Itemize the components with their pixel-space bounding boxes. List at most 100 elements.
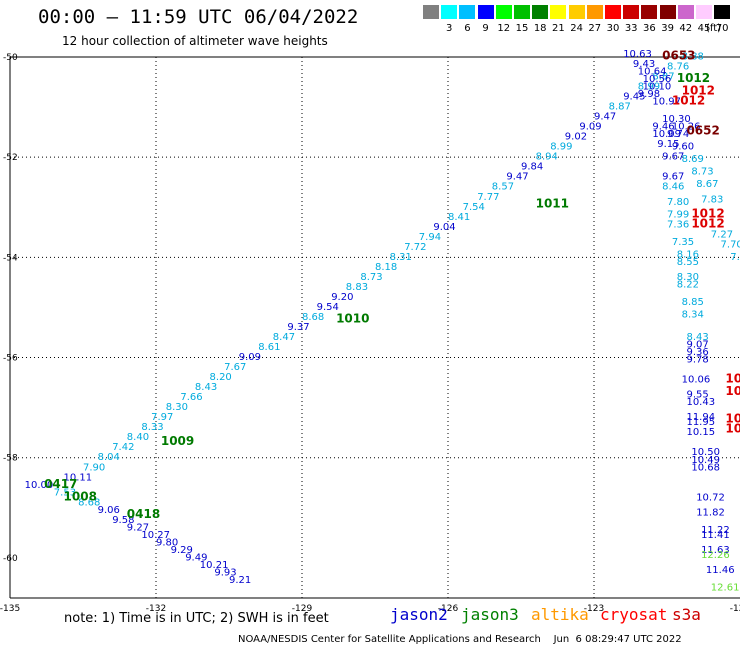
color-scale-label: 24	[570, 23, 583, 34]
wave-height-value: 9.54	[317, 302, 339, 313]
wave-height-value: 8.94	[536, 152, 558, 163]
wave-height-value: 11.94	[686, 412, 715, 423]
wave-height-value: 9.36	[686, 347, 708, 358]
wave-height-value: 9.37	[287, 322, 309, 333]
color-scale-label: 30	[606, 23, 620, 34]
wave-height-value: 9.47	[506, 172, 528, 183]
pass-id-label: 1011	[536, 196, 569, 210]
wave-height-value: 8.85	[682, 297, 704, 308]
wave-height-value: 8.18	[375, 262, 397, 273]
wave-height-value: 8.73	[360, 272, 382, 283]
wave-height-value: 9.20	[331, 292, 353, 303]
color-scale-label: 15	[515, 23, 529, 34]
wave-height-value: 10.06	[682, 375, 711, 386]
legend-altika: altika	[531, 605, 589, 624]
wave-height-value: 9.09	[579, 122, 601, 133]
wave-height-value: 8.43	[686, 332, 708, 343]
wave-height-value: 9.49	[185, 552, 207, 563]
wave-height-value: 8.34	[682, 309, 704, 320]
wave-height-value: 11.82	[696, 507, 725, 518]
pass-id-label: 1011	[725, 412, 740, 426]
wave-height-value: 11.22	[701, 525, 730, 536]
color-scale-swatch	[568, 5, 585, 19]
wave-height-value: 9.55	[686, 390, 708, 401]
latitude-tick-label: -56	[3, 354, 18, 364]
wave-height-value: 9.29	[171, 545, 193, 556]
wave-height-value: 7.66	[180, 392, 202, 403]
color-scale-swatch	[659, 5, 676, 19]
wave-height-value: 9.15	[657, 139, 679, 150]
color-scale-label: 18	[533, 23, 547, 34]
wave-height-value: 8.73	[691, 167, 713, 178]
color-scale-label: 27	[588, 23, 602, 34]
wave-height-value: 7.42	[112, 442, 134, 453]
wave-height-value: 8.57	[492, 182, 514, 193]
wave-height-value: 8.61	[258, 342, 280, 353]
wave-height-value: 7.35	[672, 237, 694, 248]
latitude-tick-label: -60	[3, 554, 18, 564]
color-scale-label: 21	[552, 23, 565, 34]
wave-height-value: 10.49	[691, 455, 720, 466]
color-scale-swatch	[477, 5, 494, 19]
wave-height-value: 7.36	[667, 219, 689, 230]
wave-height-value: 10.50	[691, 447, 720, 458]
color-scale-swatch	[586, 5, 603, 19]
pass-id-label: 0653	[662, 49, 695, 63]
wave-height-value: 8.04	[98, 452, 120, 463]
longitude-tick-label: -129	[292, 604, 313, 614]
wave-height-value: 8.43	[195, 382, 217, 393]
wave-height-value: 9.21	[229, 575, 251, 586]
wave-height-value: 8.67	[696, 179, 718, 190]
wave-height-value: 9.47	[594, 112, 616, 123]
wave-height-value: 9.45	[623, 92, 645, 103]
pass-id-label: 1012	[691, 206, 724, 220]
wave-height-value: 9.04	[433, 222, 455, 233]
color-scale-swatch	[532, 5, 549, 19]
pass-id-label: 0418	[127, 507, 160, 521]
wave-height-value: 10.09	[652, 129, 681, 140]
latitude-tick-label: -58	[3, 454, 18, 464]
wave-height-value: 11.95	[686, 417, 715, 428]
color-scale-swatch	[696, 5, 712, 19]
pass-id-label: 1012	[677, 71, 710, 85]
wave-height-value: 8.76	[667, 62, 689, 73]
pass-id-label: 1011	[725, 422, 740, 436]
color-scale-label: 9	[482, 23, 489, 34]
wave-height-value: 8.31	[390, 252, 412, 263]
wave-height-value: 8.99	[638, 82, 660, 93]
color-scale-label: 6	[464, 23, 471, 34]
wave-height-value: 9.78	[686, 355, 708, 366]
wave-height-value: 8.40	[127, 432, 149, 443]
wave-height-value: 7.70	[721, 239, 740, 250]
wave-height-value: 9.46	[652, 122, 674, 133]
legend-cryosat: cryosat	[600, 605, 668, 624]
wave-height-value: 7.54	[463, 202, 485, 213]
wave-height-value: 10.30	[662, 114, 691, 125]
color-scale-label: 12	[497, 23, 511, 34]
color-scale-swatch	[495, 5, 512, 19]
wave-height-value: 9.58	[112, 515, 134, 526]
wave-height-value: 8.87	[609, 102, 631, 113]
legend-jason3: jason3	[461, 605, 519, 624]
color-scale-label: 42	[679, 23, 693, 34]
wave-height-value: 9.84	[521, 162, 543, 173]
longitude-tick-label: -126	[438, 604, 459, 614]
color-scale-swatch	[459, 5, 476, 19]
wave-height-value: 9.27	[127, 522, 149, 533]
wave-height-value: 11.41	[701, 530, 730, 541]
color-scale-label: 3	[446, 23, 453, 34]
wave-height-value: 9.43	[633, 59, 655, 70]
wave-height-value: 8.30	[677, 272, 699, 283]
wave-height-value: 8.99	[550, 142, 572, 153]
wave-height-value: 8.83	[346, 282, 368, 293]
wave-height-value: 8.41	[448, 212, 470, 223]
wave-height-value: 10.11	[64, 472, 93, 483]
color-scale-label: 39	[661, 23, 674, 34]
wave-height-value: 10.15	[686, 427, 715, 438]
pass-id-label: 1012	[682, 84, 715, 98]
wave-height-value: 8.88	[682, 52, 704, 63]
wave-height-value: 8.47	[273, 332, 295, 343]
color-scale-unit: (ft)	[706, 23, 722, 34]
wave-height-value: 10.43	[686, 397, 715, 408]
